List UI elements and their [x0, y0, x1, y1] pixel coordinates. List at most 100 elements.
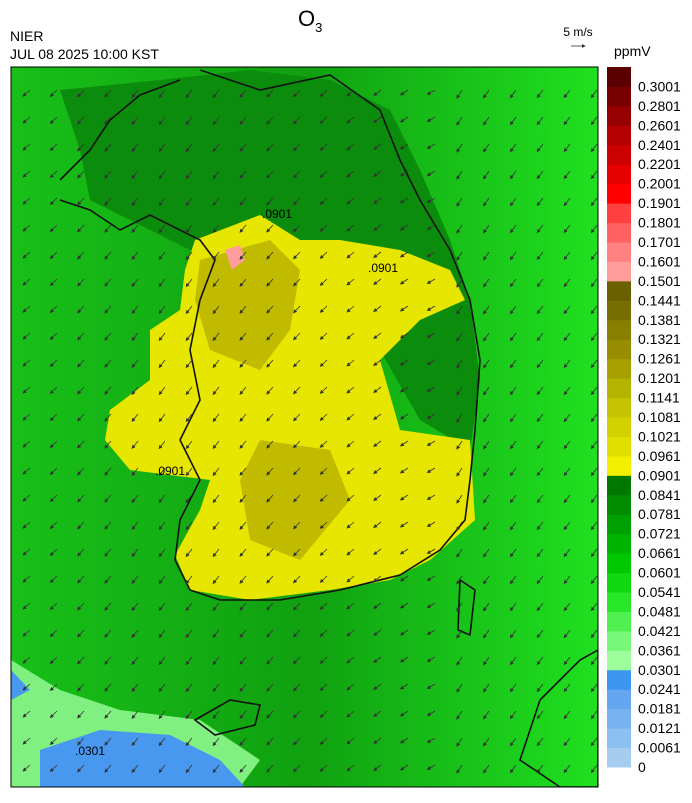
wind-arrow — [158, 386, 166, 396]
wind-arrow — [536, 413, 544, 423]
wind-arrow — [22, 359, 31, 367]
wind-arrow — [22, 305, 31, 313]
wind-arrow — [239, 89, 247, 98]
wind-arrow — [131, 440, 139, 449]
wind-arrow — [426, 521, 436, 527]
wind-arrow — [293, 413, 301, 422]
wind-arrow — [346, 521, 355, 529]
wind-arrow — [456, 656, 463, 666]
colorbar-label: 0.0121 — [638, 720, 681, 736]
wind-arrow — [158, 305, 166, 315]
wind-arrow — [293, 332, 301, 341]
wind-arrow — [239, 683, 247, 692]
wind-arrow — [590, 305, 598, 315]
colorbar-label: 0 — [638, 759, 646, 775]
map-frame — [10, 66, 599, 788]
wind-arrow — [293, 737, 301, 746]
wind-arrow — [49, 386, 58, 395]
wind-arrow — [212, 548, 220, 558]
wind-arrow — [77, 224, 85, 233]
wind-arrow — [426, 710, 436, 716]
wind-arrow — [483, 575, 490, 585]
wind-arrow — [399, 683, 409, 690]
wind-arrow — [456, 386, 463, 396]
wind-arrow — [185, 116, 193, 126]
wind-arrow — [346, 710, 355, 718]
wind-arrow — [239, 467, 247, 476]
wind-arrow — [590, 170, 598, 180]
wind-arrow — [293, 629, 301, 638]
wind-arrow — [22, 656, 31, 664]
colorbar-label: 0.0361 — [638, 642, 681, 658]
wind-arrow — [509, 710, 517, 720]
wind-arrow — [483, 710, 490, 720]
wind-arrow — [590, 629, 598, 639]
wind-arrow — [131, 89, 139, 98]
wind-arrow — [536, 197, 544, 207]
colorbar-label: 0.1801 — [638, 215, 681, 231]
wind-arrow — [212, 89, 220, 99]
wind-arrow — [266, 170, 274, 179]
wind-arrow — [22, 170, 31, 178]
colorbar-bin — [607, 494, 631, 515]
wind-arrow — [104, 575, 112, 584]
wind-arrow — [590, 386, 598, 396]
wind-arrow — [185, 170, 193, 180]
wind-arrow — [49, 764, 58, 773]
wind-arrow — [509, 764, 517, 774]
wind-arrow — [77, 332, 85, 341]
wind-arrow — [266, 197, 274, 206]
wind-arrow — [49, 278, 58, 287]
wind-arrow — [536, 359, 544, 369]
wind-arrow — [399, 197, 409, 204]
wind-arrow — [483, 143, 490, 153]
wind-arrow — [49, 575, 58, 584]
wind-arrow — [158, 332, 166, 342]
wind-arrow — [266, 251, 274, 260]
wind-arrow — [49, 224, 58, 233]
wind-arrow — [22, 251, 31, 259]
colorbar-label: 0.1081 — [638, 409, 681, 425]
wind-arrow — [536, 467, 544, 477]
colorbar-label: 0.0061 — [638, 740, 681, 756]
wind-arrow — [131, 386, 139, 395]
wind-arrow — [131, 467, 139, 476]
wind-arrow — [22, 629, 31, 637]
wind-arrow — [319, 656, 328, 664]
wind-arrow — [49, 629, 58, 638]
colorbar-bin — [607, 553, 631, 574]
wind-field — [22, 89, 598, 774]
wind-arrow — [185, 764, 193, 774]
wind-arrow — [22, 332, 31, 340]
wind-arrow — [456, 305, 463, 315]
wind-arrow — [536, 521, 544, 531]
contour-label: .0901 — [155, 464, 185, 478]
wind-arrow — [346, 656, 355, 664]
wind-arrow — [456, 710, 463, 720]
wind-arrow — [399, 737, 409, 744]
wind-arrow — [373, 629, 382, 636]
map — [11, 67, 598, 787]
wind-arrow — [22, 710, 31, 718]
wind-arrow — [399, 251, 409, 258]
wind-arrow — [104, 89, 112, 98]
wind-arrow — [426, 305, 436, 311]
wind-arrow — [319, 494, 328, 502]
wind-arrow — [509, 224, 517, 234]
wind-arrow — [239, 440, 247, 449]
wind-arrow — [509, 440, 517, 450]
wind-arrow — [77, 440, 85, 449]
wind-arrow — [293, 467, 301, 476]
wind-arrow — [22, 143, 31, 151]
wind-arrow — [399, 656, 409, 663]
wind-arrow — [373, 143, 382, 150]
wind-arrow — [212, 386, 220, 396]
wind-arrow — [483, 170, 490, 180]
colorbar-bin — [607, 650, 631, 671]
wind-arrow — [373, 683, 382, 690]
wind-arrow — [426, 89, 436, 95]
wind-arrow — [346, 116, 355, 124]
wind-arrow — [158, 737, 166, 747]
wind-arrow — [22, 386, 31, 394]
